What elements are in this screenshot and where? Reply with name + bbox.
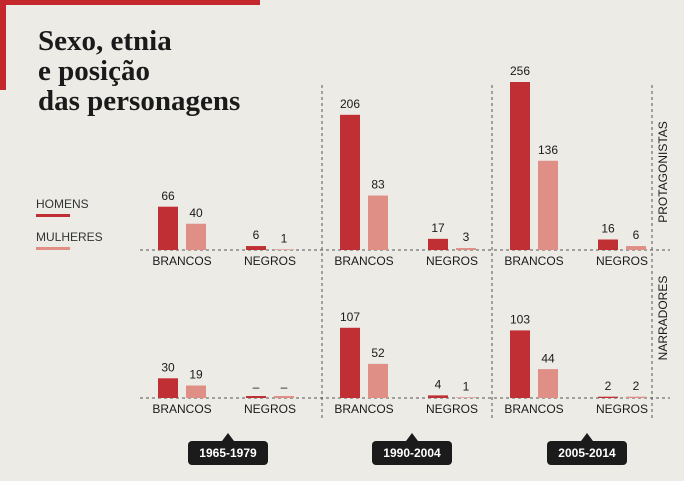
period-pointer — [406, 433, 418, 441]
value-label: 40 — [189, 206, 203, 220]
legend-label: HOMENS — [36, 197, 89, 211]
bar — [428, 239, 448, 250]
chart-title: Sexo, etnia e posição das personagens — [38, 26, 240, 116]
bar — [626, 246, 646, 250]
value-label: 256 — [510, 64, 530, 78]
value-label: 66 — [161, 189, 175, 203]
value-label: – — [253, 380, 260, 394]
period-pointer — [581, 433, 593, 441]
value-label: 83 — [371, 178, 385, 192]
period-label: 2005-2014 — [558, 446, 616, 460]
category-label: BRANCOS — [504, 254, 563, 268]
value-label: 6 — [253, 228, 260, 242]
value-label: 6 — [633, 228, 640, 242]
bar — [538, 369, 558, 398]
value-label: 136 — [538, 143, 558, 157]
infographic: HOMENSMULHERESPROTAGONISTASNARRADORES196… — [0, 0, 684, 481]
value-label: 52 — [371, 346, 385, 360]
period-label: 1990-2004 — [383, 446, 441, 460]
category-label: NEGROS — [426, 402, 478, 416]
bar-stub — [274, 396, 294, 398]
value-label: 44 — [541, 351, 555, 365]
category-label: BRANCOS — [334, 254, 393, 268]
bar — [274, 249, 294, 250]
value-label: 2 — [605, 379, 612, 393]
value-label: 1 — [463, 380, 470, 394]
value-label: 4 — [435, 378, 442, 392]
category-label: NEGROS — [244, 254, 296, 268]
value-label: 2 — [633, 379, 640, 393]
legend-label: MULHERES — [36, 230, 103, 244]
category-label: BRANCOS — [152, 402, 211, 416]
side-accent — [0, 0, 6, 90]
period-label: 1965-1979 — [199, 446, 257, 460]
bar — [368, 364, 388, 398]
value-label: 103 — [510, 313, 530, 327]
bar — [368, 196, 388, 250]
bar — [598, 397, 618, 398]
bar — [456, 248, 476, 250]
category-label: BRANCOS — [334, 402, 393, 416]
bar-stub — [246, 396, 266, 398]
value-label: 16 — [601, 222, 615, 236]
value-label: 107 — [340, 310, 360, 324]
bar — [246, 246, 266, 250]
category-label: NEGROS — [426, 254, 478, 268]
bar — [158, 378, 178, 398]
category-label: BRANCOS — [152, 254, 211, 268]
value-label: 19 — [189, 368, 203, 382]
period-pointer — [222, 433, 234, 441]
top-accent — [0, 0, 260, 5]
value-label: 17 — [431, 221, 445, 235]
legend-swatch — [36, 247, 70, 250]
bar — [186, 386, 206, 398]
legend-swatch — [36, 214, 70, 217]
category-label: NEGROS — [596, 254, 648, 268]
bar — [456, 397, 476, 398]
bar — [510, 82, 530, 250]
bar — [428, 395, 448, 398]
bar — [186, 224, 206, 250]
bar — [538, 161, 558, 250]
value-label: 206 — [340, 97, 360, 111]
value-label: – — [281, 380, 288, 394]
value-label: 3 — [463, 230, 470, 244]
category-label: BRANCOS — [504, 402, 563, 416]
bar — [158, 207, 178, 250]
category-label: NEGROS — [596, 402, 648, 416]
bar — [626, 397, 646, 398]
bar — [340, 115, 360, 250]
bar — [598, 240, 618, 251]
category-label: NEGROS — [244, 402, 296, 416]
bar — [510, 330, 530, 398]
row-label: PROTAGONISTAS — [656, 121, 670, 223]
value-label: 30 — [161, 360, 175, 374]
value-label: 1 — [281, 232, 288, 246]
row-label: NARRADORES — [656, 276, 670, 361]
bar — [340, 328, 360, 398]
